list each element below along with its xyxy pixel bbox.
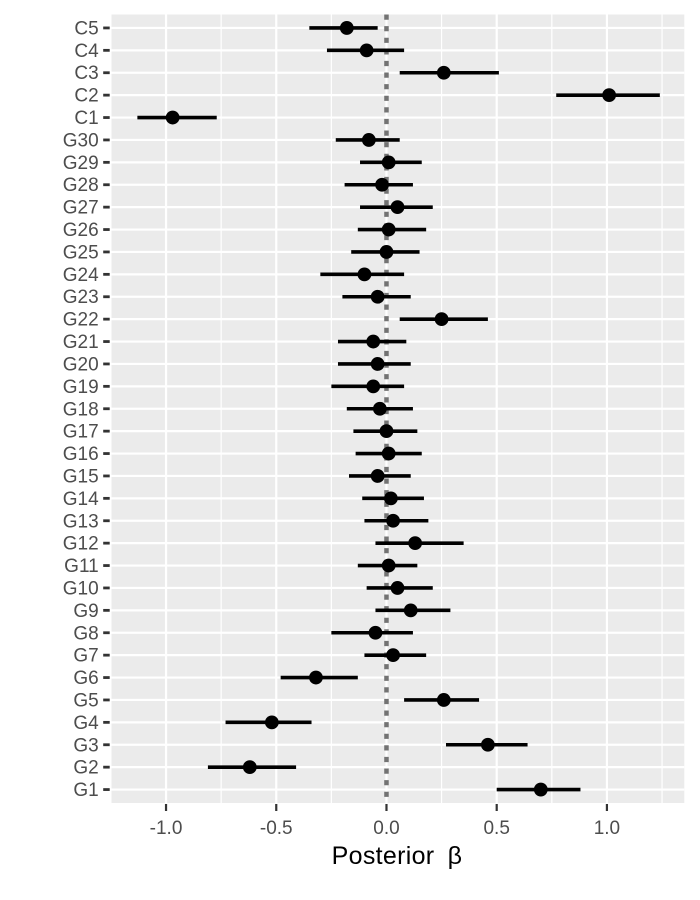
- pointrange-g7: [364, 648, 427, 663]
- pointrange-g10: [366, 581, 433, 595]
- svg-text:G19: G19: [63, 377, 99, 398]
- pointrange-g12: [375, 536, 464, 551]
- pointrange-g30: [335, 133, 400, 147]
- pointrange-g13: [364, 513, 429, 528]
- svg-text:G8: G8: [73, 623, 98, 644]
- y-axis-tick-labels: C5C4C3C2C1G30G29G28G27G26G25G24G23G22G21…: [63, 18, 99, 801]
- pointrange-g25: [351, 245, 420, 259]
- svg-text:G4: G4: [73, 713, 99, 734]
- pointrange-g24: [320, 267, 405, 282]
- pointrange-g27: [360, 200, 433, 215]
- pointrange-c4: [326, 43, 405, 58]
- svg-text:G18: G18: [63, 399, 99, 420]
- pointrange-g8: [331, 625, 413, 640]
- pointrange-g14: [362, 491, 424, 506]
- pointrange-c2: [556, 88, 660, 103]
- pointrange-g11: [357, 558, 418, 573]
- svg-text:G10: G10: [63, 578, 99, 599]
- svg-text:G9: G9: [73, 601, 98, 622]
- svg-text:G22: G22: [63, 310, 99, 331]
- pointrange-g28: [344, 177, 413, 192]
- svg-text:G2: G2: [73, 758, 98, 779]
- pointrange-g23: [342, 289, 411, 304]
- svg-text:G16: G16: [63, 444, 99, 465]
- svg-text:G15: G15: [63, 466, 99, 487]
- y-axis-ticks: [103, 26, 110, 791]
- svg-text:G21: G21: [63, 332, 99, 353]
- svg-text:G5: G5: [73, 690, 98, 711]
- pointrange-g6: [280, 670, 358, 685]
- x-axis-tick-labels: -1.0 -0.5 0.0 0.5 1.0: [150, 818, 620, 839]
- svg-text:G30: G30: [63, 130, 99, 151]
- svg-text:G23: G23: [63, 287, 99, 308]
- pointrange-g20: [337, 357, 411, 371]
- svg-text:C3: C3: [74, 63, 98, 84]
- svg-text:-1.0: -1.0: [150, 818, 183, 839]
- svg-text:G1: G1: [73, 780, 98, 801]
- pointrange-g15: [349, 469, 411, 483]
- pointrange-g2: [207, 760, 297, 775]
- pointrange-g17: [353, 424, 418, 439]
- svg-text:G24: G24: [63, 265, 99, 286]
- svg-text:G28: G28: [63, 175, 99, 196]
- pointrange-g22: [399, 312, 488, 327]
- svg-text:0.0: 0.0: [373, 818, 399, 839]
- pointrange-g18: [346, 401, 413, 416]
- svg-text:C1: C1: [74, 108, 98, 129]
- pointrange-g19: [331, 379, 405, 394]
- pointrange-g26: [357, 222, 427, 237]
- pointrange-g1: [496, 782, 581, 797]
- pointrange-c5: [309, 21, 378, 35]
- svg-text:G27: G27: [63, 198, 99, 219]
- svg-text:C2: C2: [74, 86, 98, 107]
- pointrange-g3: [445, 737, 528, 752]
- svg-text:G11: G11: [64, 556, 99, 577]
- pointrange-c3: [399, 65, 499, 80]
- svg-text:G14: G14: [63, 489, 99, 510]
- pointrange-g9: [375, 603, 451, 618]
- svg-text:G7: G7: [73, 646, 98, 667]
- pointrange-c1: [137, 110, 217, 125]
- pointrange-g4: [225, 715, 312, 730]
- pointrange-data: [137, 21, 660, 797]
- svg-text:G20: G20: [63, 354, 99, 375]
- x-axis-title: Posterior β: [331, 842, 463, 870]
- svg-text:G17: G17: [63, 422, 99, 443]
- svg-text:G29: G29: [63, 153, 99, 174]
- svg-text:-0.5: -0.5: [260, 818, 293, 839]
- svg-text:0.5: 0.5: [483, 818, 509, 839]
- svg-text:1.0: 1.0: [594, 818, 620, 839]
- svg-text:G13: G13: [63, 511, 99, 532]
- pointrange-g29: [360, 155, 422, 170]
- svg-text:G26: G26: [63, 220, 99, 241]
- svg-text:G6: G6: [73, 668, 98, 689]
- svg-text:G12: G12: [63, 534, 99, 555]
- pointrange-g16: [355, 446, 422, 461]
- svg-text:G25: G25: [63, 242, 99, 263]
- svg-text:C4: C4: [74, 41, 99, 62]
- x-axis-ticks: [164, 804, 609, 811]
- svg-text:G3: G3: [73, 735, 98, 756]
- pointrange-g21: [337, 334, 407, 349]
- svg-text:C5: C5: [74, 18, 98, 39]
- pointrange-g5: [404, 693, 480, 707]
